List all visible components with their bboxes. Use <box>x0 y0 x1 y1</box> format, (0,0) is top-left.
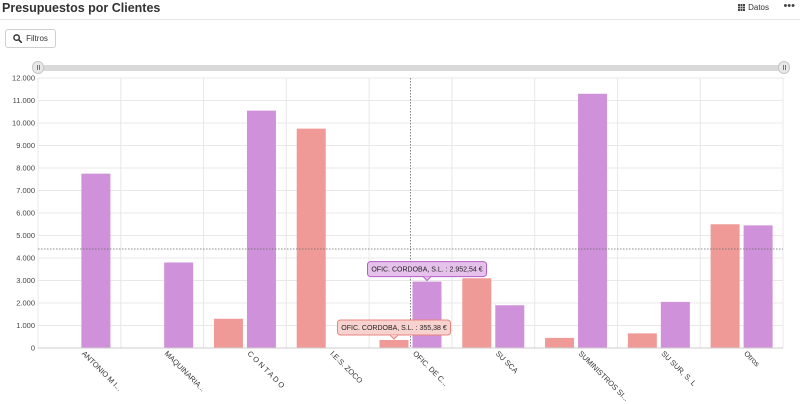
y-tick-label: 2.000 <box>16 299 35 308</box>
bar <box>412 281 442 348</box>
datos-button[interactable]: Datos <box>738 3 769 12</box>
y-tick-label: 1.000 <box>16 321 35 330</box>
bar <box>164 262 194 348</box>
bar <box>660 301 690 348</box>
range-slider-left-handle[interactable] <box>32 61 44 74</box>
bar <box>296 128 326 348</box>
x-tick-label: SUMINISTROS SI... <box>577 349 631 403</box>
y-tick-label: 5.000 <box>16 231 35 240</box>
x-tick-label: MAQUINARIA... <box>163 349 207 393</box>
bar <box>379 340 409 348</box>
grid-icon <box>738 4 746 11</box>
bar <box>81 173 111 348</box>
bar <box>246 110 276 348</box>
search-icon <box>13 34 23 43</box>
x-tick-label: Otros <box>742 349 762 369</box>
y-tick-label: 4.000 <box>16 254 35 263</box>
x-tick-label: SU SUR, S. L <box>659 349 698 388</box>
more-options-icon[interactable]: ••• <box>783 0 795 12</box>
bar <box>743 225 773 348</box>
y-tick-label: 7.000 <box>16 186 35 195</box>
bar <box>545 337 575 348</box>
tooltip-text: OFIC. CORDOBA, S.L. : 2.952,54 € <box>371 267 482 274</box>
y-tick-label: 8.000 <box>16 164 35 173</box>
y-tick-label: 11.000 <box>13 96 35 105</box>
x-tick-label: C O N T A D O <box>246 349 287 390</box>
bar <box>213 318 243 348</box>
datos-label: Datos <box>748 3 769 12</box>
bar <box>710 224 740 348</box>
bar <box>627 333 657 348</box>
tooltip-text: OFIC. CORDOBA, S.L. : 355,38 € <box>341 325 447 332</box>
bar <box>578 93 608 348</box>
filters-label: Filtros <box>26 34 48 43</box>
bar <box>462 278 492 348</box>
range-slider-track[interactable] <box>38 65 784 71</box>
y-tick-label: 9.000 <box>16 141 35 150</box>
y-tick-label: 6.000 <box>16 209 35 218</box>
range-slider-right-handle[interactable] <box>778 61 790 74</box>
page-title: Presupuestos por Clientes <box>2 1 161 15</box>
y-tick-label: 0 <box>31 344 35 353</box>
x-tick-label: OFIC. DE C... <box>411 349 450 388</box>
x-tick-label: I.E.S. ZOCO <box>328 349 364 385</box>
bar <box>495 305 525 348</box>
x-tick-label: ANTONIO M I... <box>80 349 124 393</box>
y-tick-label: 3.000 <box>16 276 35 285</box>
x-tick-label: SU SCA <box>494 349 520 375</box>
tooltip-pointer <box>422 276 432 282</box>
y-tick-label: 10.000 <box>12 119 35 128</box>
header-bar: Presupuestos por Clientes Datos ••• <box>0 0 800 20</box>
filters-button[interactable]: Filtros <box>5 29 56 48</box>
y-tick-label: 12.000 <box>12 74 35 83</box>
tooltip-pointer <box>389 334 399 340</box>
